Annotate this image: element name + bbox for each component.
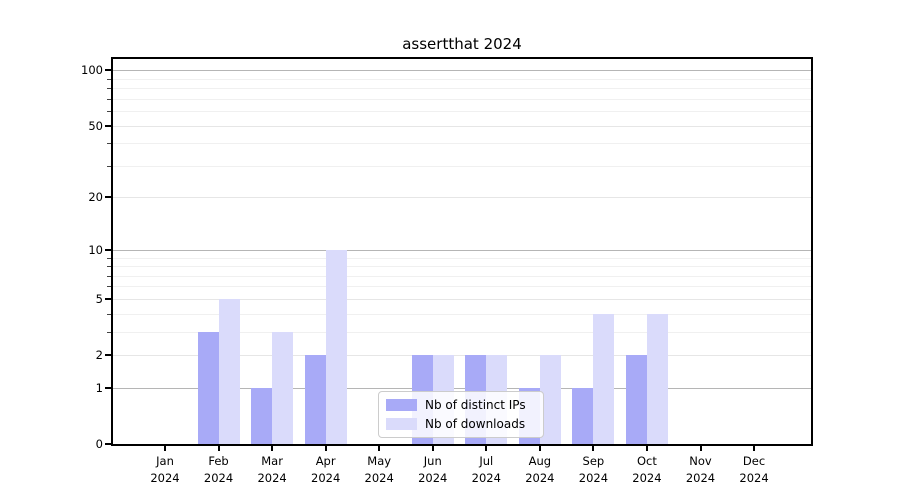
y-tick-20 bbox=[105, 196, 111, 199]
x-tick-label-dec: Dec 2024 bbox=[739, 454, 769, 485]
y-minortick-30 bbox=[107, 165, 111, 167]
y-tick-label-20: 20 bbox=[88, 190, 103, 205]
y-minortick-8 bbox=[107, 266, 111, 268]
x-tick-oct bbox=[645, 446, 648, 451]
legend-label-downloads: Nb of downloads bbox=[425, 417, 526, 431]
x-tick-label-apr: Apr 2024 bbox=[311, 454, 341, 485]
bar-downloads-mar bbox=[272, 331, 294, 444]
bar-downloads-oct bbox=[646, 313, 668, 444]
x-tick-label-jan: Jan 2024 bbox=[150, 454, 180, 485]
x-tick-dec bbox=[753, 446, 756, 451]
y-tick-100 bbox=[105, 69, 111, 72]
y-minortick-40 bbox=[107, 143, 111, 145]
bar-distinct-ips-sep bbox=[572, 387, 594, 444]
legend-item-distinct-ips: Nb of distinct IPs bbox=[386, 398, 535, 412]
x-tick-label-oct: Oct 2024 bbox=[632, 454, 662, 485]
y-tick-10 bbox=[105, 248, 111, 251]
gridline-minor-9 bbox=[113, 257, 811, 259]
legend-label-distinct-ips: Nb of distinct IPs bbox=[425, 398, 526, 412]
legend-swatch-distinct-ips bbox=[386, 399, 417, 411]
y-minortick-9 bbox=[107, 257, 111, 259]
legend-item-downloads: Nb of downloads bbox=[386, 417, 535, 431]
y-minortick-6 bbox=[107, 286, 111, 288]
x-tick-sep bbox=[592, 446, 595, 451]
gridline-minor-60 bbox=[113, 111, 811, 113]
x-tick-label-mar: Mar 2024 bbox=[257, 454, 287, 485]
x-tick-label-feb: Feb 2024 bbox=[203, 454, 234, 485]
y-tick-1 bbox=[105, 386, 111, 389]
y-tick-0 bbox=[105, 443, 111, 445]
chart-title: assertthat 2024 bbox=[402, 35, 522, 53]
y-minortick-60 bbox=[107, 111, 111, 113]
bar-distinct-ips-feb bbox=[197, 331, 219, 444]
gridline-50 bbox=[113, 125, 811, 127]
legend: Nb of distinct IPs Nb of downloads bbox=[378, 391, 544, 438]
y-tick-50 bbox=[105, 124, 111, 127]
bar-distinct-ips-oct bbox=[625, 355, 647, 444]
x-tick-label-jun: Jun 2024 bbox=[418, 454, 448, 485]
gridline-minor-80 bbox=[113, 88, 811, 90]
x-tick-jun bbox=[431, 446, 434, 451]
y-tick-label-50: 50 bbox=[88, 118, 103, 133]
x-tick-label-jul: Jul 2024 bbox=[471, 454, 501, 485]
gridline-minor-30 bbox=[113, 165, 811, 167]
x-tick-jul bbox=[485, 446, 488, 451]
plot-area: 0 1 2 5 10 20 50 100 Jan 2024 Feb 2024 Mar 2024 Apr… bbox=[81, 59, 811, 485]
gridline-minor-4 bbox=[113, 313, 811, 315]
y-tick-label-100: 100 bbox=[81, 63, 103, 78]
x-tick-mar bbox=[271, 446, 274, 451]
gridline-minor-3 bbox=[113, 331, 811, 333]
gridline-minor-6 bbox=[113, 286, 811, 288]
y-minortick-80 bbox=[107, 88, 111, 90]
gridline-minor-90 bbox=[113, 78, 811, 80]
bar-downloads-feb bbox=[218, 298, 240, 444]
gridline-20 bbox=[113, 197, 811, 199]
x-tick-label-nov: Nov 2024 bbox=[685, 454, 716, 485]
bar-downloads-apr bbox=[325, 249, 347, 444]
gridline-1 bbox=[113, 387, 811, 389]
x-tick-jan bbox=[164, 446, 166, 451]
bar-downloads-aug bbox=[539, 355, 561, 444]
x-tick-aug bbox=[538, 446, 541, 451]
bar-distinct-ips-apr bbox=[304, 355, 326, 444]
y-minortick-90 bbox=[107, 78, 111, 80]
y-tick-label-5: 5 bbox=[95, 291, 103, 306]
y-minortick-3 bbox=[107, 331, 111, 333]
x-tick-feb bbox=[217, 446, 220, 451]
y-tick-label-1: 1 bbox=[95, 380, 103, 395]
bar-downloads-sep bbox=[593, 313, 615, 444]
gridline-100 bbox=[113, 70, 811, 72]
gridline-minor-7 bbox=[113, 275, 811, 277]
y-tick-label-2: 2 bbox=[95, 348, 103, 363]
bar-distinct-ips-mar bbox=[251, 387, 273, 444]
y-minortick-7 bbox=[107, 275, 111, 277]
gridline-minor-70 bbox=[113, 98, 811, 100]
y-tick-2 bbox=[105, 354, 111, 357]
gridline-minor-8 bbox=[113, 266, 811, 268]
y-tick-label-10: 10 bbox=[88, 242, 103, 257]
x-tick-label-sep: Sep 2024 bbox=[578, 454, 609, 485]
x-tick-apr bbox=[324, 446, 327, 451]
x-tick-may bbox=[378, 446, 381, 451]
x-tick-label-may: May 2024 bbox=[364, 454, 394, 485]
y-minortick-4 bbox=[107, 313, 111, 315]
legend-swatch-downloads bbox=[386, 418, 417, 430]
x-tick-label-aug: Aug 2024 bbox=[525, 454, 555, 485]
gridline-5 bbox=[113, 298, 811, 300]
gridline-minor-40 bbox=[113, 143, 811, 145]
y-tick-5 bbox=[105, 297, 111, 300]
gridline-10 bbox=[113, 249, 811, 251]
y-minortick-70 bbox=[107, 98, 111, 100]
x-tick-nov bbox=[699, 446, 702, 451]
y-tick-label-0: 0 bbox=[95, 437, 103, 451]
gridline-2 bbox=[113, 355, 811, 357]
